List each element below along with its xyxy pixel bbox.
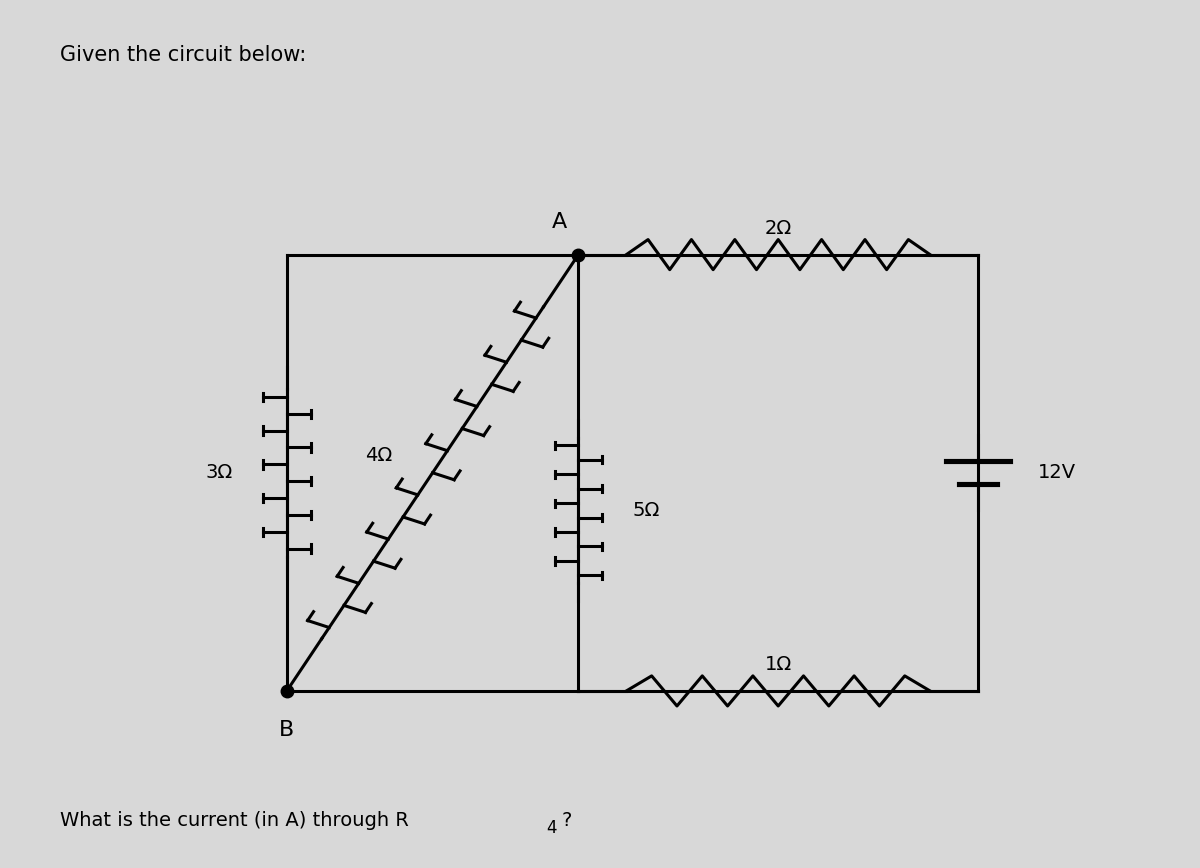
Text: 1Ω: 1Ω <box>764 655 792 674</box>
Text: 5Ω: 5Ω <box>632 501 660 520</box>
Text: 12V: 12V <box>1038 464 1075 483</box>
Text: 3Ω: 3Ω <box>205 464 233 483</box>
Text: 4Ω: 4Ω <box>365 446 392 464</box>
Text: Given the circuit below:: Given the circuit below: <box>60 45 306 65</box>
Text: What is the current (in A) through R: What is the current (in A) through R <box>60 811 409 830</box>
Text: 4: 4 <box>546 819 557 837</box>
Text: A: A <box>551 212 566 232</box>
Text: 2Ω: 2Ω <box>764 219 792 238</box>
Text: B: B <box>280 720 294 740</box>
Text: ?: ? <box>562 811 572 830</box>
